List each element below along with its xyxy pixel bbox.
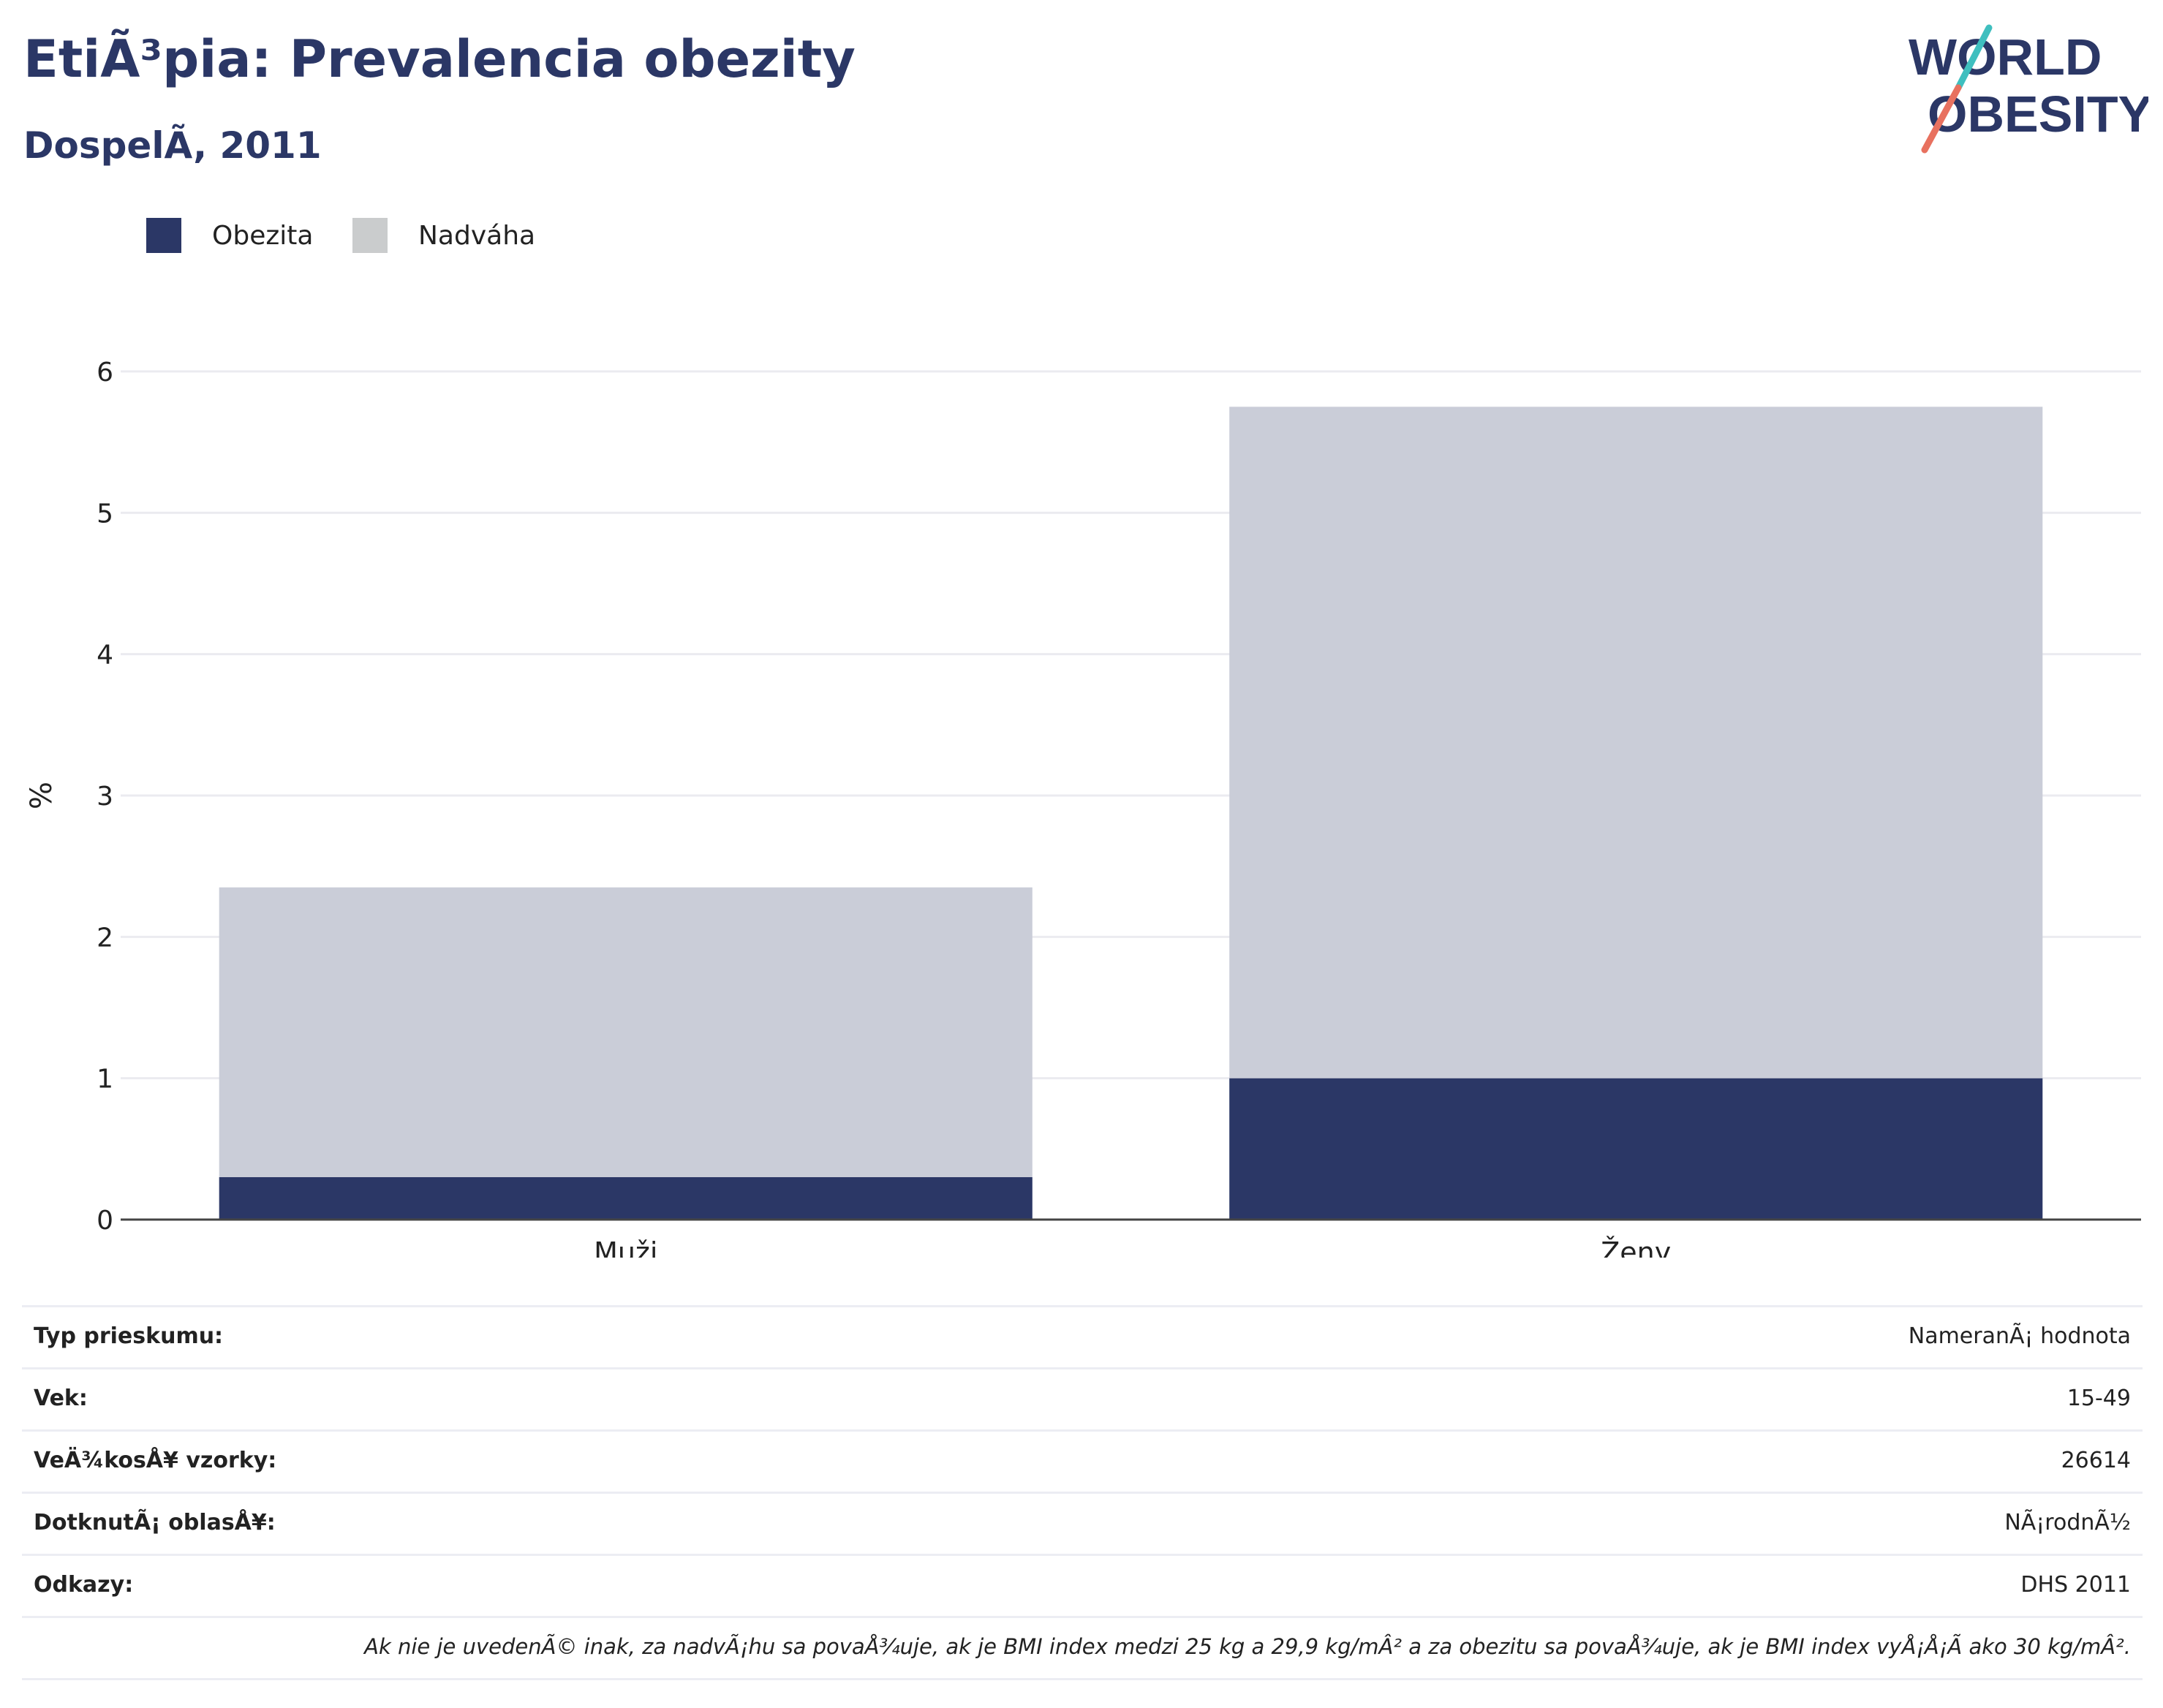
info-value: NameranÃ¡ hodnota: [1908, 1323, 2131, 1349]
x-tick-label: Muži: [594, 1236, 657, 1258]
y-tick-label: 1: [97, 1065, 113, 1095]
x-tick-label: Ženy: [1601, 1236, 1671, 1258]
info-row-references: Odkazy: DHS 2011: [22, 1554, 2143, 1616]
info-value: 15-49: [2066, 1386, 2131, 1411]
info-label: Vek:: [34, 1386, 88, 1411]
legend-swatch-obezita: [146, 218, 181, 253]
bar-nadvaha-1: [1229, 407, 2043, 1078]
info-row-sample-size: VeÄ¾kosÅ¥ vzorky: 26614: [22, 1429, 2143, 1492]
logo-line1: WORLD: [1909, 29, 2102, 86]
y-tick-label: 0: [97, 1206, 113, 1236]
y-tick-label: 2: [97, 923, 113, 953]
footnote-text: Ak nie je uvedenÃ© inak, za nadvÃ¡hu sa …: [364, 1634, 2131, 1659]
world-obesity-logo: WORLD OBESITY: [1909, 24, 2148, 154]
legend-label-nadvaha: Nadváha: [418, 221, 536, 251]
info-row-survey-type: Typ prieskumu: NameranÃ¡ hodnota: [22, 1305, 2143, 1367]
y-tick-label: 4: [97, 640, 113, 670]
y-tick-label: 6: [97, 358, 113, 388]
legend-swatch-nadvaha: [352, 218, 388, 253]
y-tick-label: 5: [97, 499, 113, 529]
footnote: Ak nie je uvedenÃ© inak, za nadvÃ¡hu sa …: [22, 1616, 2143, 1680]
info-value: NÃ¡rodnÃ½: [2004, 1510, 2131, 1535]
info-label: Odkazy:: [34, 1572, 134, 1598]
info-row-age: Vek: 15-49: [22, 1367, 2143, 1429]
y-tick-label: 3: [97, 782, 113, 812]
bar-chart: 0 1 2 3 4 5 6 Muži Ženy%: [25, 358, 2141, 1258]
chart-title: EtiÃ³pia: Prevalencia obezity: [23, 29, 856, 89]
info-value: DHS 2011: [2020, 1572, 2131, 1598]
info-row-area: DotknutÃ¡ oblasÅ¥: NÃ¡rodnÃ½: [22, 1492, 2143, 1554]
info-label: DotknutÃ¡ oblasÅ¥:: [34, 1510, 276, 1535]
bar-obezita-1: [1229, 1078, 2043, 1220]
info-table: Typ prieskumu: NameranÃ¡ hodnota Vek: 15…: [22, 1305, 2143, 1680]
bar-obezita-0: [219, 1177, 1033, 1220]
info-label: Typ prieskumu:: [34, 1323, 224, 1349]
y-axis-label: %: [25, 782, 58, 809]
bar-nadvaha-0: [219, 887, 1033, 1177]
chart-subtitle: DospelÃ, 2011: [23, 124, 322, 167]
info-label: VeÄ¾kosÅ¥ vzorky:: [34, 1448, 277, 1473]
legend-label-obezita: Obezita: [212, 221, 314, 251]
info-value: 26614: [2061, 1448, 2131, 1473]
logo-line2: OBESITY: [1928, 86, 2148, 143]
